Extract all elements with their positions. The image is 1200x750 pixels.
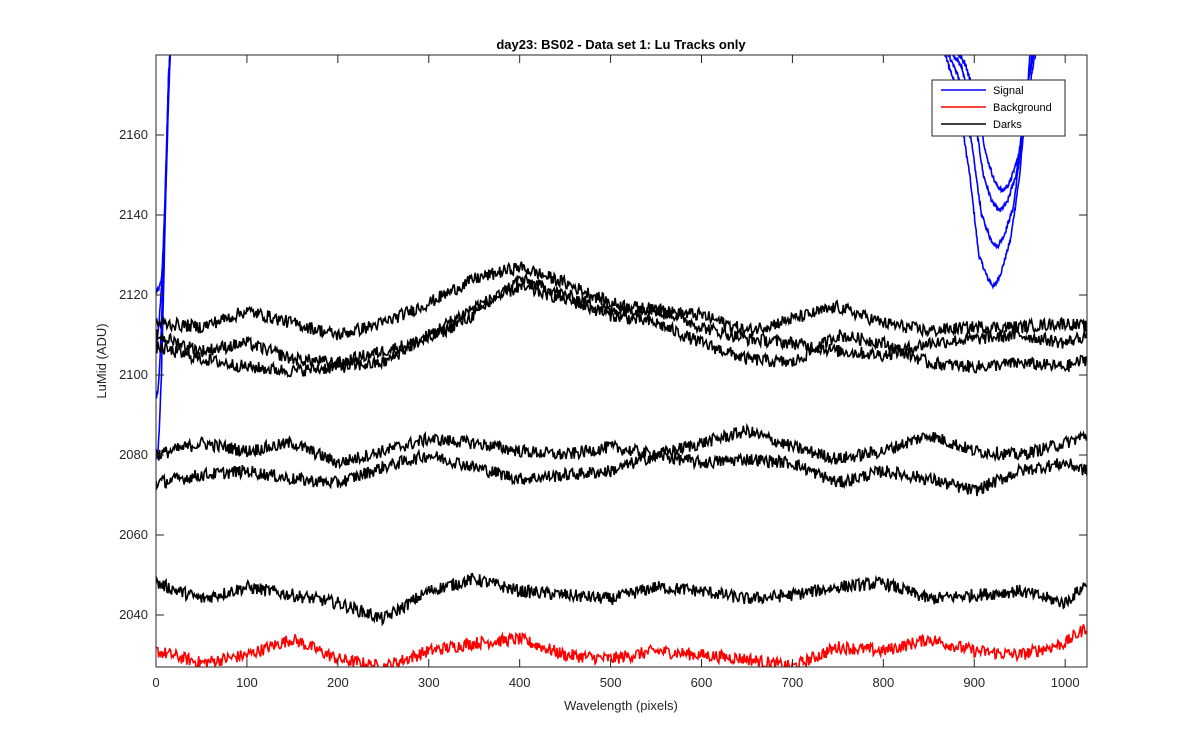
series-darks-10 xyxy=(156,281,1087,378)
x-axis: 0 100 200 300 400 500 600 700 800 900 1000 xyxy=(152,55,1080,690)
background-line xyxy=(156,624,1087,667)
signal-line-segment xyxy=(156,55,171,460)
x-tick-label: 300 xyxy=(418,675,440,690)
series-background-4 xyxy=(156,624,1087,667)
x-tick-label: 600 xyxy=(691,675,713,690)
x-tick-label: 800 xyxy=(872,675,894,690)
darks-line xyxy=(156,422,1087,470)
darks-line xyxy=(156,281,1087,378)
legend-label-background: Background xyxy=(993,102,1052,114)
legend: Signal Background Darks xyxy=(931,79,1066,137)
x-tick-label: 0 xyxy=(152,675,159,690)
x-tick-label: 700 xyxy=(782,675,804,690)
x-tick-label: 500 xyxy=(600,675,622,690)
plot-frame xyxy=(155,54,1088,668)
y-tick-label: 2160 xyxy=(119,127,148,142)
x-tick-label: 900 xyxy=(963,675,985,690)
plot-background xyxy=(156,55,1087,667)
y-tick-label: 2120 xyxy=(119,287,148,302)
series-darks-6 xyxy=(156,422,1087,470)
chart-title: day23: BS02 - Data set 1: Lu Tracks only xyxy=(496,37,746,52)
legend-label-signal: Signal xyxy=(993,85,1024,97)
x-tick-label: 1000 xyxy=(1051,675,1080,690)
x-tick-label: 400 xyxy=(509,675,531,690)
x-axis-label: Wavelength (pixels) xyxy=(564,698,678,713)
y-tick-label: 2140 xyxy=(119,207,148,222)
darks-line xyxy=(156,448,1087,497)
x-tick-label: 100 xyxy=(236,675,258,690)
series-layer xyxy=(156,55,1087,667)
y-tick-label: 2040 xyxy=(119,607,148,622)
series-darks-5 xyxy=(156,572,1087,627)
y-tick-label: 2100 xyxy=(119,367,148,382)
legend-label-darks: Darks xyxy=(993,119,1022,131)
x-tick-label: 200 xyxy=(327,675,349,690)
y-tick-label: 2080 xyxy=(119,447,148,462)
y-axis-label: LuMid (ADU) xyxy=(94,323,109,398)
darks-line xyxy=(156,572,1087,627)
y-tick-label: 2060 xyxy=(119,527,148,542)
series-darks-7 xyxy=(156,448,1087,497)
y-axis: 2040 2060 2080 2100 2120 2140 2160 xyxy=(119,127,1087,622)
